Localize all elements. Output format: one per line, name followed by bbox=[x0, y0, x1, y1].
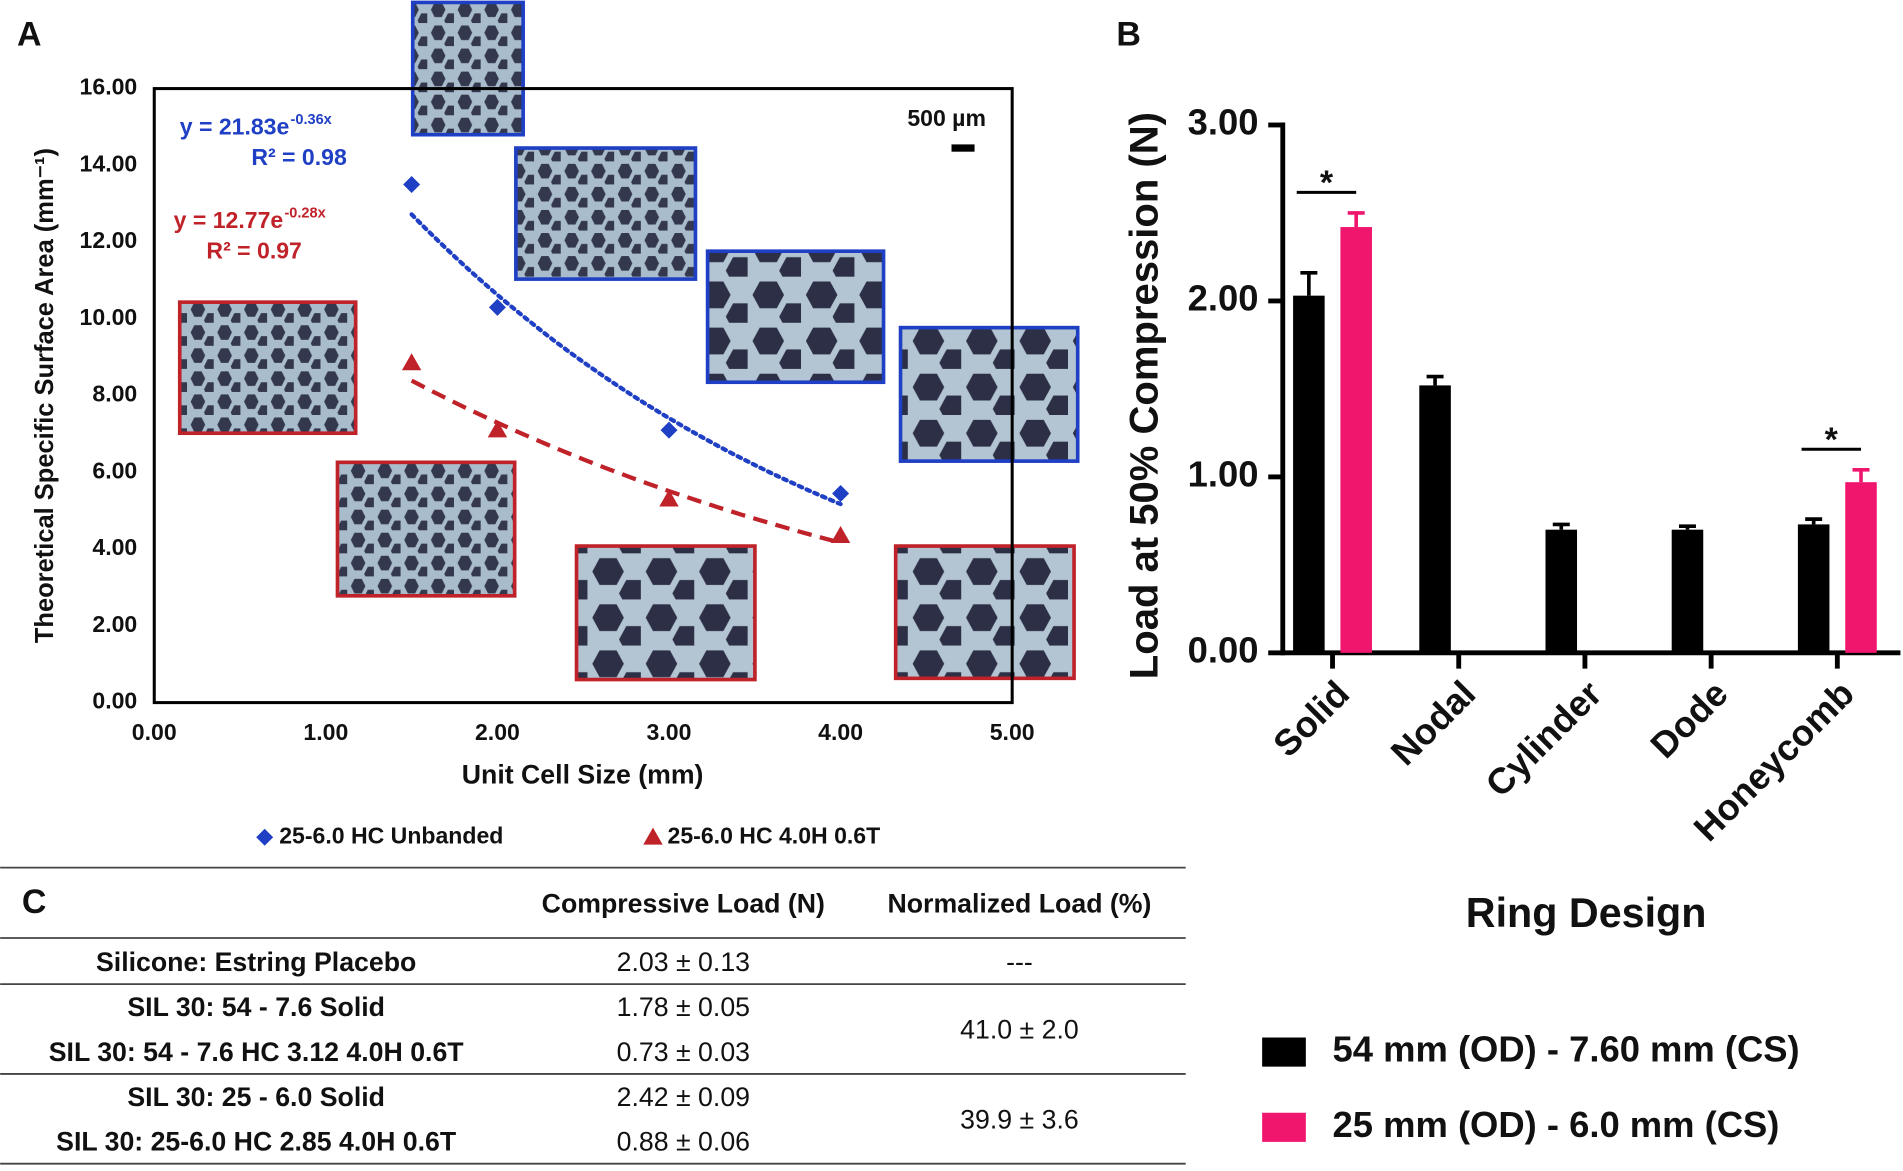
error-bar bbox=[1426, 374, 1444, 386]
row-name: SIL 30: 54 - 7.6 Solid bbox=[127, 992, 385, 1022]
panel-label: A bbox=[17, 15, 42, 53]
y-tick-label: 16.00 bbox=[80, 74, 138, 100]
error-bar bbox=[1552, 522, 1570, 530]
cell: 0.88 ± 0.06 bbox=[617, 1127, 750, 1157]
cell: 41.0 ± 2.0 bbox=[960, 1014, 1079, 1044]
x-tick-label: 1.00 bbox=[303, 719, 348, 745]
micrograph bbox=[705, 249, 886, 385]
equation-exponent: -0.36x bbox=[291, 112, 332, 128]
y-axis-label: Theoretical Specific Surface Area (mm⁻¹) bbox=[31, 148, 59, 643]
bar bbox=[1671, 529, 1704, 653]
point bbox=[660, 421, 678, 439]
x-tick-label: Cylinder bbox=[1478, 673, 1610, 805]
cell: --- bbox=[1006, 947, 1033, 977]
error-bar bbox=[1300, 270, 1318, 296]
bar bbox=[1340, 227, 1372, 653]
scale-bar bbox=[951, 144, 975, 152]
y-tick-label: 3.00 bbox=[1188, 102, 1259, 143]
x-axis-label: Unit Cell Size (mm) bbox=[462, 760, 704, 790]
micrograph bbox=[335, 460, 517, 598]
y-tick-label: 14.00 bbox=[80, 150, 138, 176]
column-header: Normalized Load (%) bbox=[887, 888, 1151, 918]
y-tick-label: 2.00 bbox=[92, 611, 137, 637]
micrograph bbox=[177, 300, 358, 436]
cell: 2.03 ± 0.13 bbox=[617, 947, 750, 977]
x-tick-label: 0.00 bbox=[132, 719, 177, 745]
row-name: SIL 30: 25-6.0 HC 2.85 4.0H 0.6T bbox=[56, 1127, 457, 1157]
micrograph bbox=[893, 544, 1076, 681]
row-name: SIL 30: 25 - 6.0 Solid bbox=[127, 1082, 385, 1112]
y-tick-label: 0.00 bbox=[92, 688, 137, 714]
x-tick-label: Solid bbox=[1265, 673, 1357, 765]
equation-exponent: -0.28x bbox=[284, 205, 325, 221]
trendline bbox=[410, 378, 842, 545]
point bbox=[401, 353, 422, 371]
cell: 1.78 ± 0.05 bbox=[617, 992, 750, 1022]
x-tick-label: Nodal bbox=[1383, 673, 1483, 773]
error-bar bbox=[1852, 468, 1870, 483]
bar bbox=[1293, 295, 1325, 653]
x-tick-label: Dode bbox=[1642, 673, 1735, 766]
point bbox=[830, 525, 851, 543]
micrograph bbox=[514, 146, 698, 281]
panel-label: B bbox=[1116, 15, 1141, 53]
panel-label: C bbox=[22, 883, 47, 921]
error-bar bbox=[1678, 524, 1696, 530]
error-bar bbox=[1805, 517, 1823, 525]
y-tick-label: 2.00 bbox=[1188, 278, 1259, 319]
row-name: SIL 30: 54 - 7.6 HC 3.12 4.0H 0.6T bbox=[49, 1037, 465, 1067]
x-tick-label: 3.00 bbox=[647, 719, 692, 745]
x-tick-label: 2.00 bbox=[475, 719, 520, 745]
x-tick-label: 4.00 bbox=[818, 719, 863, 745]
bar bbox=[1797, 524, 1830, 653]
y-tick-label: 10.00 bbox=[80, 304, 138, 330]
error-bar bbox=[1347, 211, 1365, 228]
x-axis-label: Ring Design bbox=[1466, 890, 1707, 936]
micrograph bbox=[410, 0, 525, 137]
y-tick-label: 0.00 bbox=[1188, 629, 1259, 670]
y-tick-label: 1.00 bbox=[1188, 454, 1259, 495]
scale-label: 500 µm bbox=[907, 105, 986, 131]
trendline bbox=[409, 212, 843, 507]
point bbox=[403, 176, 421, 194]
y-tick-label: 4.00 bbox=[92, 534, 137, 560]
bar bbox=[1419, 385, 1451, 653]
row-name: Silicone: Estring Placebo bbox=[96, 947, 416, 977]
point bbox=[488, 298, 506, 316]
legend-swatch bbox=[1262, 1037, 1306, 1067]
cell: 0.73 ± 0.03 bbox=[617, 1037, 750, 1067]
micrograph bbox=[574, 544, 757, 682]
legend-marker bbox=[643, 827, 663, 845]
bar bbox=[1545, 529, 1578, 653]
r-squared: R² = 0.98 bbox=[251, 144, 347, 170]
legend-label: 25 mm (OD) - 6.0 mm (CS) bbox=[1333, 1104, 1780, 1145]
significance-label: * bbox=[1825, 421, 1839, 459]
legend-label: 25-6.0 HC Unbanded bbox=[279, 822, 503, 848]
micrographs bbox=[177, 0, 1080, 682]
bar bbox=[1845, 482, 1877, 653]
legend-label: 54 mm (OD) - 7.60 mm (CS) bbox=[1333, 1029, 1800, 1070]
y-tick-label: 8.00 bbox=[92, 381, 137, 407]
column-header: Compressive Load (N) bbox=[542, 888, 825, 918]
equation: y = 21.83e bbox=[180, 114, 290, 140]
y-tick-label: 12.00 bbox=[80, 227, 138, 253]
point bbox=[659, 489, 679, 507]
y-axis-label: Load at 50% Compression (N) bbox=[1122, 112, 1166, 679]
significance-label: * bbox=[1320, 164, 1334, 202]
y-tick-label: 6.00 bbox=[92, 457, 137, 483]
r-squared: R² = 0.97 bbox=[206, 237, 301, 263]
legend-swatch bbox=[1262, 1112, 1306, 1142]
micrograph bbox=[898, 325, 1080, 463]
plot-frame bbox=[152, 87, 1014, 705]
legend-marker bbox=[256, 828, 274, 846]
x-tick-label: 5.00 bbox=[990, 719, 1035, 745]
point bbox=[487, 420, 508, 438]
cell: 39.9 ± 3.6 bbox=[960, 1104, 1079, 1134]
point bbox=[832, 484, 850, 502]
legend-label: 25-6.0 HC 4.0H 0.6T bbox=[668, 822, 881, 848]
cell: 2.42 ± 0.09 bbox=[617, 1082, 750, 1112]
equation: y = 12.77e bbox=[174, 207, 284, 233]
